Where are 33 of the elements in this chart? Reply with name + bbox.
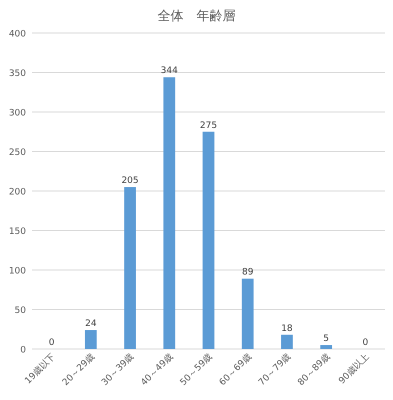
y-tick-label: 400 xyxy=(8,30,26,40)
x-tick-label: 60～69歳 xyxy=(217,351,254,388)
x-tick-label: 40～49歳 xyxy=(138,351,176,388)
chart-title: 全体 年齢層 xyxy=(158,9,236,24)
x-tick-label: 50～59歳 xyxy=(178,351,215,388)
y-tick-label: 200 xyxy=(8,188,26,198)
data-label: 0 xyxy=(362,338,369,348)
data-label: 205 xyxy=(121,176,139,186)
data-label: 275 xyxy=(200,120,218,131)
x-tick-label: 30～39歳 xyxy=(99,351,136,388)
data-label: 344 xyxy=(160,66,178,76)
x-tick-label: 90歳以上 xyxy=(336,351,372,386)
x-tick-label: 70～79歳 xyxy=(256,351,294,388)
x-tick-label: 20～29歳 xyxy=(60,351,97,388)
data-label: 0 xyxy=(48,338,55,348)
data-label: 24 xyxy=(85,319,97,330)
bar xyxy=(202,132,214,349)
data-label: 89 xyxy=(242,268,254,278)
bar xyxy=(124,187,136,349)
data-label: 18 xyxy=(281,324,293,334)
bar xyxy=(281,334,293,349)
bar xyxy=(320,345,332,349)
bar xyxy=(242,278,254,349)
y-tick-label: 100 xyxy=(8,266,26,276)
y-tick-label: 300 xyxy=(8,108,26,118)
bar xyxy=(163,77,176,349)
y-tick-label: 150 xyxy=(8,227,26,237)
y-tick-label: 350 xyxy=(8,69,26,79)
data-label: 5 xyxy=(323,334,330,344)
bar xyxy=(84,330,97,349)
y-tick-label: 50 xyxy=(14,306,26,316)
x-tick-label: 80～89歳 xyxy=(296,351,332,388)
y-tick-label: 250 xyxy=(8,148,26,158)
